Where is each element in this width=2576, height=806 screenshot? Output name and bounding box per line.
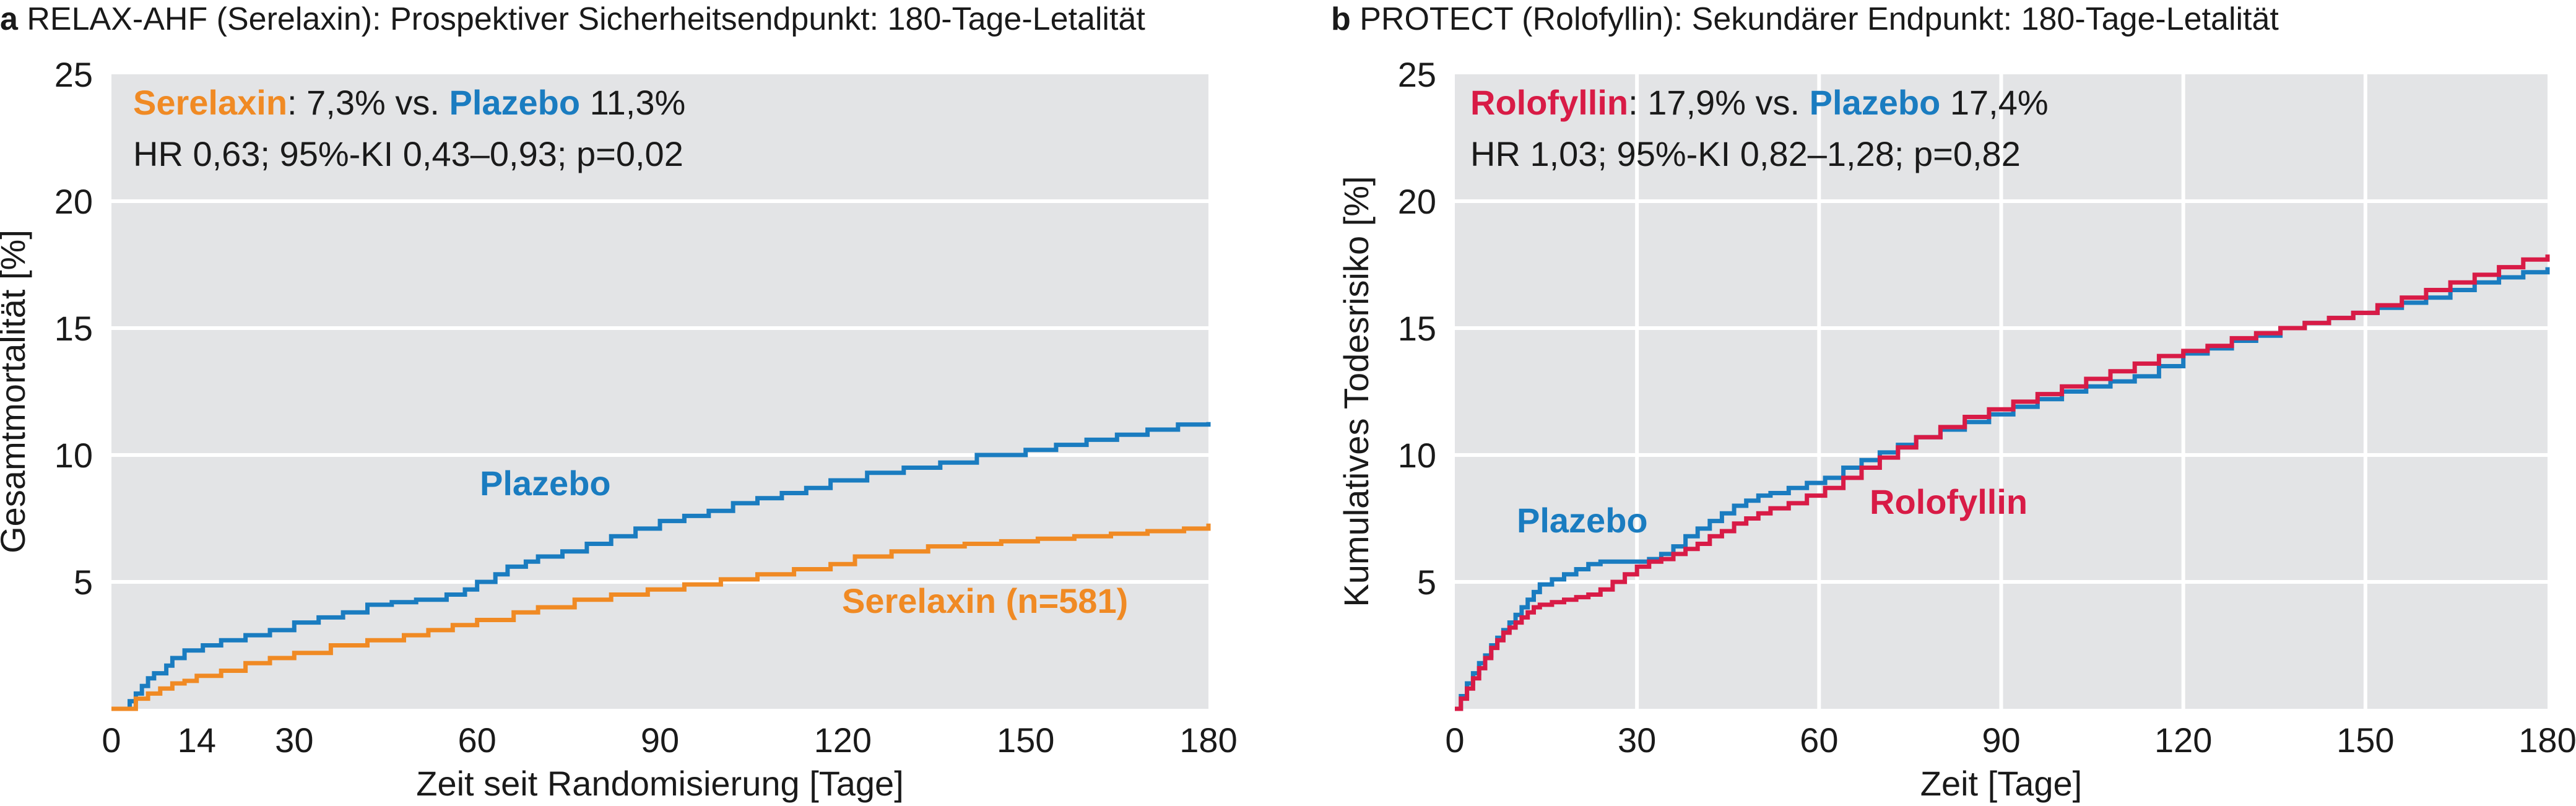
x-tick-label: 150 — [997, 721, 1054, 760]
chart-title-text: PROTECT (Rolofyllin): Sekundärer Endpunk… — [1360, 1, 2279, 37]
y-tick-label: 10 — [1398, 436, 1436, 475]
series-label-placebo: Plazebo — [480, 464, 611, 503]
annotation-serelaxin: Serelaxin — [133, 83, 287, 122]
y-tick-label: 20 — [54, 182, 93, 221]
chart-title: a RELAX-AHF (Serelaxin): Prospektiver Si… — [0, 1, 1145, 37]
x-axis-label: Zeit [Tage] — [1920, 764, 2082, 803]
y-tick-label: 25 — [1398, 55, 1436, 94]
y-axis-label: Kumulatives Todesrisiko [%] — [1337, 176, 1376, 607]
chart-title: b PROTECT (Rolofyllin): Sekundärer Endpu… — [1331, 1, 2279, 37]
y-tick-label: 25 — [54, 55, 93, 94]
series-line-serelaxin — [111, 523, 1211, 711]
x-tick-label: 14 — [178, 721, 216, 760]
annotation-line-2: HR 0,63; 95%-KI 0,43–0,93; p=0,02 — [133, 134, 683, 173]
panel-a: a RELAX-AHF (Serelaxin): Prospektiver Si… — [0, 1, 1238, 803]
y-tick-label: 15 — [54, 309, 93, 348]
annotation-text: : 17,9% vs. — [1628, 83, 1810, 122]
y-tick-label: 5 — [1417, 563, 1436, 602]
y-tick-label: 10 — [54, 436, 93, 475]
annotation-rolofyllin: Rolofyllin — [1470, 83, 1628, 122]
annotation-text: : 7,3% vs. — [287, 83, 449, 122]
annotation-text: 11,3% — [580, 83, 685, 122]
annotation-line-1: Serelaxin: 7,3% vs. Plazebo 11,3% — [133, 83, 685, 122]
y-axis-label: Gesamtmortalität [%] — [0, 230, 32, 553]
x-tick-label: 90 — [1982, 721, 2020, 760]
annotation-line-2: HR 1,03; 95%-KI 0,82–1,28; p=0,82 — [1470, 134, 2021, 173]
x-tick-label: 60 — [458, 721, 497, 760]
series-label-placebo: Plazebo — [1517, 501, 1648, 540]
y-tick-label: 15 — [1398, 309, 1436, 348]
plot-area — [111, 74, 1208, 709]
chart-title-text: RELAX-AHF (Serelaxin): Prospektiver Sich… — [27, 1, 1145, 37]
x-tick-label: 120 — [814, 721, 872, 760]
panel-b: b PROTECT (Rolofyllin): Sekundärer Endpu… — [1331, 1, 2576, 803]
annotation-placebo: Plazebo — [449, 83, 580, 122]
x-tick-label: 0 — [102, 721, 121, 760]
x-tick-label: 30 — [275, 721, 313, 760]
x-tick-label: 180 — [2518, 721, 2576, 760]
x-tick-label: 60 — [1800, 721, 1838, 760]
y-tick-label: 20 — [1398, 182, 1436, 221]
series-label-rolofyllin: Rolofyllin — [1870, 482, 2027, 521]
series-line-rolofyllin — [1455, 254, 2550, 711]
x-tick-label: 120 — [2154, 721, 2212, 760]
annotation-line-1: Rolofyllin: 17,9% vs. Plazebo 17,4% — [1470, 83, 2049, 122]
annotation-text: 17,4% — [1940, 83, 2048, 122]
x-tick-label: 0 — [1445, 721, 1464, 760]
panel-letter: b — [1331, 1, 1360, 37]
panel-letter: a — [0, 1, 27, 37]
annotation-placebo: Plazebo — [1810, 83, 1941, 122]
x-tick-label: 150 — [2336, 721, 2394, 760]
x-axis-label: Zeit seit Randomisierung [Tage] — [416, 764, 904, 803]
y-tick-label: 5 — [74, 563, 93, 602]
x-tick-label: 30 — [1618, 721, 1656, 760]
x-tick-label: 90 — [641, 721, 679, 760]
series-label-serelaxin: Serelaxin (n=581) — [842, 581, 1128, 620]
x-tick-label: 180 — [1179, 721, 1237, 760]
series-line-placebo — [111, 422, 1211, 711]
